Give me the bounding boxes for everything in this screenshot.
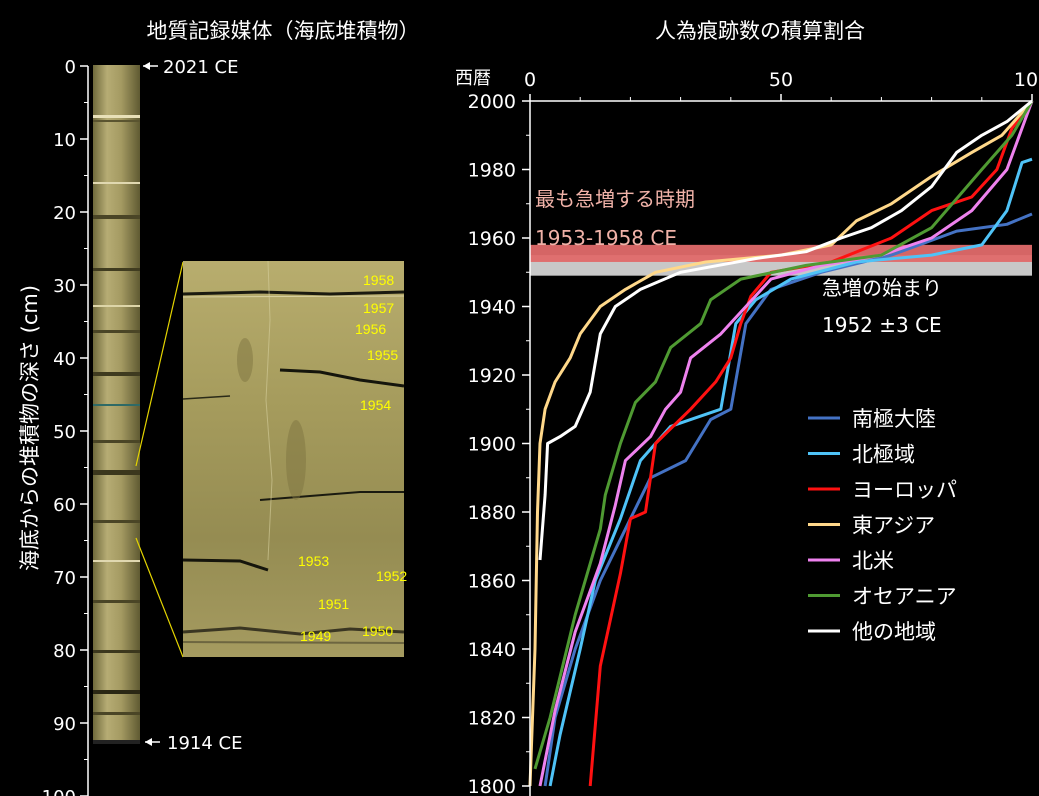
depth-tick-label: 100: [42, 787, 76, 796]
legend-label: 他の地域: [852, 620, 936, 644]
series-line-0: [543, 212, 1033, 787]
onset-annotation-value: 1952 ±3 CE: [822, 313, 942, 337]
core-band: [93, 690, 140, 694]
core-band: [93, 520, 140, 523]
depth-tick-label: 0: [65, 57, 76, 78]
x-tick-label: 0: [524, 69, 536, 91]
y-axis-label: 西暦: [455, 68, 491, 89]
zoom-year-label: 1958: [363, 272, 394, 288]
y-tick-label: 1880: [468, 502, 516, 524]
depth-tick-label: 90: [53, 714, 76, 735]
core-panel-title: 地質記録媒体（海底堆積物）: [147, 19, 420, 43]
zoom-year-label: 1957: [363, 300, 394, 316]
core-band: [93, 560, 140, 562]
core-band: [93, 372, 140, 376]
y-tick-label: 1900: [468, 434, 516, 456]
series-line-1: [548, 157, 1033, 787]
zoom-year-labels: 1958 1957 1956 1955 1954 1953 1952 1951 1950 1949: [298, 272, 407, 644]
depth-tick-label: 80: [53, 641, 76, 662]
y-tick-label: 1920: [468, 365, 516, 387]
depth-tick-label: 10: [53, 130, 76, 151]
legend-label: 北米: [852, 549, 894, 573]
series-line-6: [538, 99, 1033, 561]
core-band: [93, 120, 140, 122]
core-band: [93, 404, 140, 406]
legend-label: オセアニア: [852, 585, 957, 609]
depth-tick-label: 30: [53, 276, 76, 297]
core-band: [93, 470, 140, 475]
core-band: [93, 115, 140, 118]
peak-annotation-title: 最も急増する時期: [535, 187, 695, 211]
y-tick-label: 1860: [468, 571, 516, 593]
x-tick-label: 100: [1014, 69, 1039, 91]
bottom-year-label: 1914 CE: [167, 733, 242, 754]
core-band: [93, 215, 140, 219]
y-tick-label: 2000: [468, 91, 516, 113]
legend-label: 北極域: [852, 443, 915, 467]
chart-title: 人為痕跡数の積算割合: [655, 19, 865, 43]
y-tick-label: 1960: [468, 228, 516, 250]
depth-tick-label: 40: [53, 349, 76, 370]
depth-tick-label: 20: [53, 203, 76, 224]
zoom-year-label: 1949: [300, 628, 331, 644]
series-line-3: [528, 100, 1034, 787]
zoom-year-label: 1955: [367, 347, 398, 363]
y-tick-label: 1820: [468, 708, 516, 730]
y-axis-ticks: 1800 1820 1840 1860 1880 1900 1920 1940 1960 1980…: [468, 91, 530, 796]
core-base: [93, 740, 140, 744]
x-axis-ticks: 0 50 100: [524, 69, 1039, 101]
zoom-line-top: [135, 261, 184, 467]
depth-tick-label: 50: [53, 422, 76, 443]
legend-label: 南極大陸: [852, 407, 936, 431]
top-year-marker: 2021 CE: [143, 57, 238, 78]
y-tick-label: 1800: [468, 776, 516, 796]
top-year-label: 2021 CE: [163, 57, 238, 78]
core-band: [93, 268, 140, 271]
series-line-2: [588, 100, 1034, 787]
y-tick-label: 1980: [468, 160, 516, 182]
y-tick-label: 1940: [468, 297, 516, 319]
zoom-year-label: 1956: [355, 321, 386, 337]
core-bands: [93, 115, 140, 715]
arrow-left-icon: [145, 738, 152, 746]
core-band: [93, 712, 140, 715]
core-zoom-texture: [182, 260, 405, 644]
zoom-year-label: 1954: [360, 397, 391, 413]
zoom-year-label: 1953: [298, 553, 329, 569]
core-band: [93, 600, 140, 603]
core-band: [93, 305, 140, 307]
series-lines: [528, 99, 1034, 787]
core-band: [93, 182, 140, 184]
core-band: [93, 330, 140, 333]
legend-label: ヨーロッパ: [852, 478, 957, 502]
series-line-4: [538, 100, 1034, 787]
zoom-year-label: 1952: [376, 568, 407, 584]
bottom-year-marker: 1914 CE: [145, 733, 242, 754]
arrow-left-icon: [143, 62, 150, 70]
zoom-year-label: 1951: [318, 596, 349, 612]
depth-axis-ticks: 0 10 20 30 40 50 60 70 80 90 100: [42, 57, 88, 796]
x-tick-label: 50: [769, 69, 793, 91]
core-band: [93, 440, 140, 443]
depth-tick-label: 60: [53, 495, 76, 516]
legend-label: 東アジア: [852, 514, 935, 538]
zoom-line-bottom: [135, 537, 184, 658]
peak-annotation-range: 1953-1958 CE: [535, 226, 677, 250]
onset-annotation-title: 急増の始まり: [822, 276, 942, 300]
depth-axis-label: 海底からの堆積物の深さ (cm): [18, 285, 42, 571]
series-line-5: [533, 100, 1034, 770]
core-band: [93, 650, 140, 653]
depth-tick-label: 70: [53, 568, 76, 589]
zoom-year-label: 1950: [362, 623, 393, 639]
y-tick-label: 1840: [468, 639, 516, 661]
